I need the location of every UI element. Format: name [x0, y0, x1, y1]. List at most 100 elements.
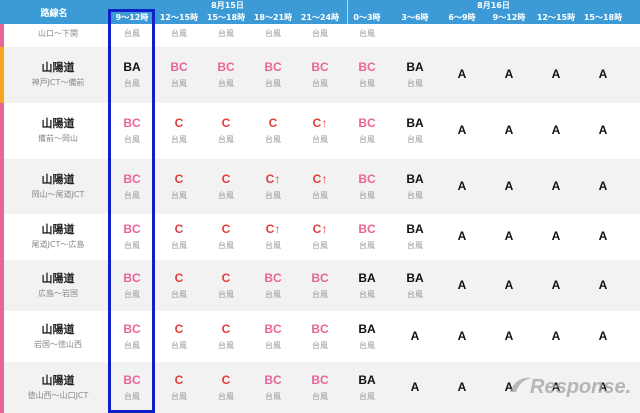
- congestion-level: C: [221, 321, 231, 336]
- congestion-level: A: [598, 379, 608, 394]
- row-stripe: [0, 214, 4, 260]
- congestion-level: A: [504, 379, 514, 394]
- congestion-level: BA: [406, 116, 424, 130]
- congestion-level: BC: [358, 222, 376, 236]
- congestion-level: A: [551, 178, 561, 193]
- congestion-level: BC: [311, 321, 329, 336]
- congestion-level: A: [598, 328, 608, 343]
- congestion-level: C↑: [265, 171, 281, 186]
- cell-note: 台風: [124, 135, 140, 144]
- row-stripe: [0, 24, 4, 47]
- cell-note: 台風: [407, 79, 423, 88]
- congestion-level: BA: [406, 270, 424, 285]
- cell-note: 台風: [218, 391, 234, 401]
- congestion-level: A: [598, 178, 608, 193]
- cell-note: 台風: [312, 79, 328, 88]
- row-stripe: [0, 47, 4, 103]
- congestion-level: C: [174, 222, 184, 236]
- congestion-level: BA: [123, 60, 141, 74]
- congestion-level: C↑: [312, 171, 328, 186]
- congestion-level: BC: [264, 60, 282, 74]
- route-name: 山陽道: [41, 271, 75, 285]
- cell-note: 台風: [124, 29, 140, 38]
- congestion-level: BC: [311, 60, 329, 74]
- congestion-level: A: [551, 277, 561, 292]
- route-segment: 岡山～尾道JCT: [31, 189, 85, 199]
- congestion-level: BC: [264, 372, 282, 387]
- congestion-level: A: [457, 379, 467, 394]
- congestion-level: A: [504, 67, 514, 81]
- row-stripe: [0, 103, 4, 159]
- route-name: 山陽道: [41, 117, 75, 130]
- cell-note: 台風: [265, 190, 281, 200]
- table-row: 山陽道 尾道JCT～広島 BC 台風 C 台風 C 台風 C↑ 台風 C↑ 台風 BC 台風 BA 台風 A A A…: [0, 214, 640, 260]
- cell-note: 台風: [407, 135, 423, 144]
- congestion-level: A: [457, 123, 467, 137]
- cell-note: 台風: [218, 29, 234, 38]
- route-name: 山陽道: [41, 373, 75, 387]
- header-slot-band: [0, 10, 640, 24]
- slot-header: 18～21時: [253, 12, 293, 22]
- row-stripe: [0, 260, 4, 311]
- congestion-level: C: [221, 222, 231, 236]
- cell-note: 台風: [265, 135, 281, 144]
- cell-note: 台風: [265, 241, 281, 250]
- congestion-level: A: [457, 178, 467, 193]
- congestion-level: BA: [358, 372, 376, 387]
- congestion-level: C: [221, 116, 231, 130]
- congestion-level: BC: [358, 171, 376, 186]
- cell-note: 台風: [171, 190, 187, 200]
- cell-note: 台風: [265, 391, 281, 401]
- table-row: 山陽道 岡山～尾道JCT BC 台風 C 台風 C 台風 C↑ 台風 C↑ 台風 BC 台風 BA 台風 A A A…: [0, 159, 640, 214]
- route-segment: 徳山西～山口JCT: [27, 390, 89, 400]
- congestion-level: A: [504, 123, 514, 137]
- cell-note: 台風: [312, 340, 328, 350]
- cell-note: 台風: [359, 241, 375, 250]
- cell-note: 台風: [218, 241, 234, 250]
- congestion-level: A: [598, 67, 608, 81]
- row-stripe: [0, 311, 4, 362]
- cell-note: 台風: [265, 29, 281, 38]
- congestion-level: A: [410, 328, 420, 343]
- cell-note: 台風: [359, 289, 375, 299]
- cell-note: 台風: [312, 391, 328, 401]
- cell-note: 台風: [312, 190, 328, 200]
- cell-note: 台風: [359, 190, 375, 200]
- cell-note: 台風: [171, 79, 187, 88]
- slot-header: 15～18時: [583, 12, 623, 22]
- route-segment: 神戸JCT～備前: [31, 78, 85, 87]
- congestion-level: BA: [358, 270, 376, 285]
- cell-note: 台風: [171, 391, 187, 401]
- congestion-level: A: [504, 229, 514, 243]
- watermark-text: Response.: [530, 376, 632, 398]
- cell-note: 台風: [218, 190, 234, 200]
- congestion-level: C: [221, 372, 231, 387]
- cell-note: 台風: [359, 79, 375, 88]
- cell-note: 台風: [171, 29, 187, 38]
- congestion-level: A: [598, 277, 608, 292]
- cell-note: 台風: [359, 340, 375, 350]
- cell-note: 台風: [312, 135, 328, 144]
- header-date-band: [0, 0, 640, 10]
- slot-header: 9～12時: [492, 12, 526, 22]
- congestion-level: BC: [217, 60, 235, 74]
- congestion-level: BC: [123, 222, 141, 236]
- route-name: 山陽道: [41, 172, 75, 186]
- congestion-level: A: [504, 277, 514, 292]
- congestion-level: BC: [311, 372, 329, 387]
- congestion-level: BC: [123, 270, 141, 285]
- congestion-level: BC: [170, 60, 188, 74]
- congestion-level: A: [457, 277, 467, 292]
- cell-note: 台風: [124, 190, 140, 200]
- route-segment: 尾道JCT～広島: [31, 240, 85, 249]
- congestion-level: BC: [123, 321, 141, 336]
- table-row-partial: 山口～下関 台風 台風 台風 台風 台風 台風: [0, 24, 640, 47]
- congestion-level: A: [457, 67, 467, 81]
- congestion-level: A: [551, 328, 561, 343]
- congestion-level: C: [221, 171, 231, 186]
- cell-note: 台風: [124, 79, 140, 88]
- congestion-level: BC: [123, 116, 141, 130]
- congestion-level: C↑: [312, 222, 328, 236]
- table-row: 山陽道 広島～岩国 BC 台風 C 台風 C 台風 BC 台風 BC 台風 BA 台風 BA 台風 A A A A: [0, 260, 640, 311]
- congestion-level: C: [174, 171, 184, 186]
